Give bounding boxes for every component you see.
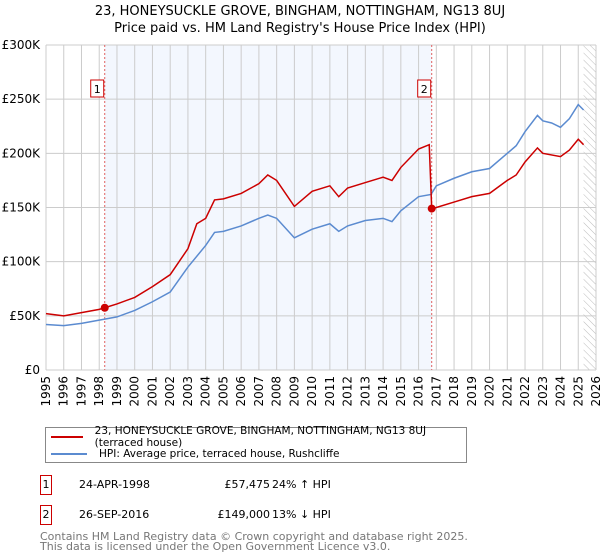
y-tick-label: £150K — [2, 201, 42, 215]
x-tick-label: 2017 — [429, 376, 443, 407]
chart-title: 23, HONEYSUCKLE GROVE, BINGHAM, NOTTINGH… — [94, 4, 506, 19]
sale-label-box — [417, 79, 432, 98]
sale-date: 26-SEP-2016 — [79, 508, 150, 521]
y-tick-label: £250K — [2, 92, 42, 106]
x-tick-label: 1995 — [39, 376, 53, 407]
x-tick-label: 1999 — [110, 376, 124, 407]
x-tick-label: 2016 — [412, 376, 426, 407]
y-tick-label: £50K — [9, 309, 41, 323]
footer-line: This data is licensed under the Open Gov… — [40, 540, 391, 553]
x-tick-label: 2011 — [323, 376, 337, 407]
x-tick-label: 2009 — [287, 376, 301, 407]
x-tick-label: 2013 — [358, 376, 372, 407]
sale-label: 2 — [421, 83, 428, 96]
x-tick-label: 2010 — [305, 376, 319, 407]
sale-point — [427, 204, 436, 213]
x-tick-label: 2006 — [234, 376, 248, 407]
legend-swatch-blue — [51, 453, 87, 455]
chart-subtitle: Price paid vs. HM Land Registry's House … — [114, 21, 486, 36]
sale-label: 1 — [94, 83, 101, 96]
price-chart: 1995 1996 1997 1998 1999 2000 2001 2002 2003 2004… — [2, 38, 600, 407]
y-tick-label: £100K — [2, 255, 42, 269]
x-tick-label: 2002 — [163, 376, 177, 407]
x-tick-label: 2025 — [571, 376, 585, 407]
x-tick-label: 2023 — [536, 376, 550, 407]
sale-hpi: 24% ↑ HPI — [272, 478, 331, 491]
series-line — [45, 138, 585, 317]
legend-swatch-red — [51, 436, 83, 438]
x-tick-label: 2007 — [252, 376, 266, 407]
series-line — [45, 103, 585, 327]
x-tick-label: 2022 — [518, 376, 532, 407]
sale-date: 24-APR-1998 — [79, 478, 151, 491]
legend: 23, HONEYSUCKLE GROVE, BINGHAM, NOTTINGH… — [45, 425, 467, 463]
x-tick-label: 2000 — [128, 376, 142, 407]
x-tick-label: 1998 — [92, 376, 106, 407]
y-tick-label: £300K — [2, 38, 42, 52]
x-tick-label: 2021 — [500, 376, 514, 407]
x-tick-label: 2020 — [483, 376, 497, 407]
legend-item-hpi: HPI: Average price, terraced house, Rush… — [46, 446, 339, 462]
sale-point — [100, 303, 109, 312]
sale-row: 1 24-APR-1998 £57,475 24% ↑ HPI — [40, 475, 440, 495]
x-tick-label: 2014 — [376, 376, 390, 407]
x-tick-label: 2018 — [447, 376, 461, 407]
sale-hpi: 13% ↓ HPI — [272, 508, 331, 521]
x-tick-label: 2026 — [589, 376, 600, 407]
sale-badge: 1 — [40, 475, 52, 495]
y-tick-label: £200K — [2, 146, 42, 160]
x-tick-label: 2004 — [199, 376, 213, 407]
footer-line: Contains HM Land Registry data © Crown c… — [40, 530, 468, 543]
legend-item-property: 23, HONEYSUCKLE GROVE, BINGHAM, NOTTINGH… — [46, 425, 466, 449]
sale-label-box — [90, 79, 105, 98]
x-tick-label: 1996 — [57, 376, 71, 407]
legend-label: HPI: Average price, terraced house, Rush… — [99, 448, 340, 460]
x-tick-label: 2012 — [341, 376, 355, 407]
sale-row: 2 26-SEP-2016 £149,000 13% ↓ HPI — [40, 505, 440, 525]
y-tick-label: £0 — [25, 363, 40, 377]
x-tick-label: 2003 — [181, 376, 195, 407]
x-tick-label: 1997 — [74, 376, 88, 407]
x-tick-label: 2024 — [554, 376, 568, 407]
x-tick-label: 2019 — [465, 376, 479, 407]
sale-price: £57,475 — [224, 478, 271, 491]
x-tick-label: 2015 — [394, 376, 408, 407]
legend-label: 23, HONEYSUCKLE GROVE, BINGHAM, NOTTINGH… — [94, 425, 427, 449]
sale-price: £149,000 — [217, 508, 271, 521]
x-tick-label: 2001 — [145, 376, 159, 407]
x-tick-label: 2008 — [270, 376, 284, 407]
x-tick-label: 2005 — [216, 376, 230, 407]
sale-badge: 2 — [40, 505, 52, 525]
